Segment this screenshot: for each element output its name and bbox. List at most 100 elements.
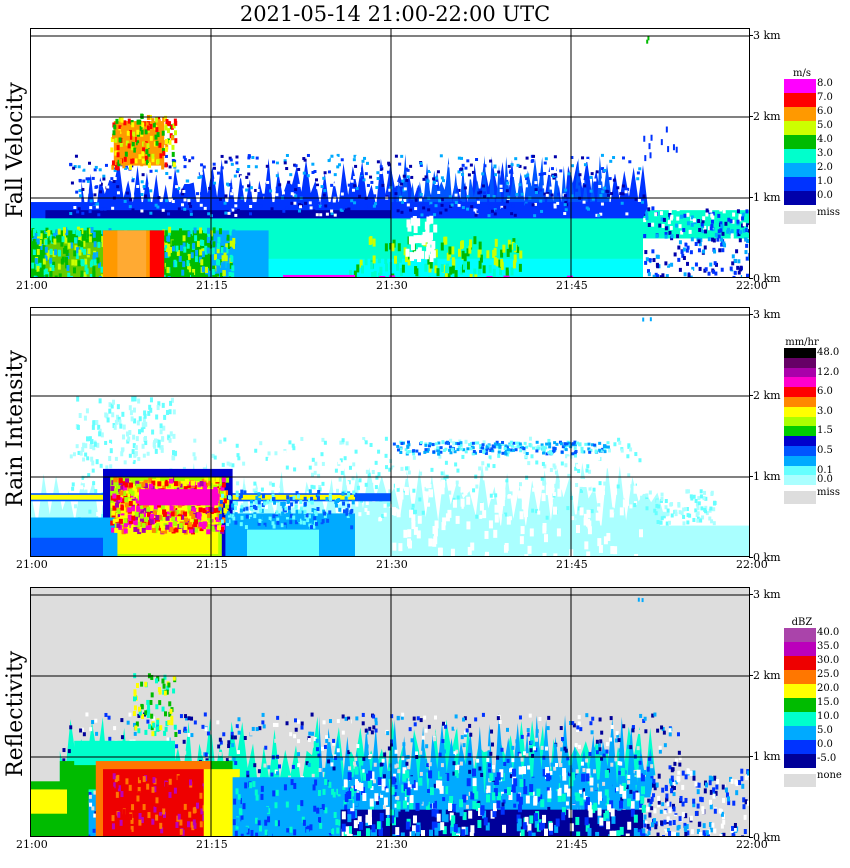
colorbar-unit: mm/hr: [785, 337, 819, 348]
x-tick-label: 22:00: [736, 279, 768, 292]
colorbar-swatch: [784, 107, 816, 121]
colorbar-swatch: [784, 712, 816, 726]
colorbar-missing-label: none: [817, 770, 842, 781]
colorbar-label: 0.1: [817, 464, 833, 476]
colorbar-missing-swatch: [784, 774, 816, 787]
colorbar-label: 3.0: [817, 148, 833, 159]
y-tick-label: 0 km: [753, 831, 781, 844]
colorbar-swatch: [784, 684, 816, 698]
x-tick-label: 21:30: [376, 838, 408, 851]
colorbar-swatch: [784, 740, 816, 754]
heatmap-field: [31, 597, 749, 836]
y-tick-mark: [749, 197, 753, 198]
y-tick-mark: [749, 837, 753, 838]
colorbar-swatch: [784, 628, 816, 642]
plot-area-0: [30, 28, 750, 278]
colorbar-label: 48.0: [817, 347, 840, 358]
colorbar-swatch: [784, 446, 816, 456]
colorbar-label: 2.0: [817, 162, 833, 173]
x-tick-label: 21:15: [196, 279, 228, 292]
y-tick-label: 2 km: [753, 389, 781, 402]
colorbar-swatch: [784, 397, 816, 407]
y-tick-label: 3 km: [753, 29, 781, 42]
y-tick-label: 0 km: [753, 551, 781, 564]
colorbar-unit: dBZ: [791, 617, 813, 628]
heatmap-2: [31, 588, 749, 836]
colorbar-label: 0.5: [817, 445, 833, 456]
heatmap-field: [31, 317, 749, 556]
y-tick-label: 0 km: [753, 272, 781, 285]
colorbar-swatch: [784, 726, 816, 740]
y-tick-mark: [749, 314, 753, 315]
colorbar-swatch: [784, 455, 816, 466]
colorbar-label: 5.0: [817, 120, 833, 131]
colorbar-label: -5.0: [817, 753, 837, 764]
y-tick-label: 3 km: [753, 588, 781, 601]
colorbar-label: 20.0: [817, 683, 840, 694]
x-tick-label: 21:00: [16, 558, 48, 571]
colorbar-swatch: [784, 406, 816, 417]
colorbar-label: 0.0: [817, 190, 833, 201]
colorbar-swatch: [784, 357, 816, 368]
y-tick-mark: [749, 756, 753, 757]
y-tick-mark: [749, 395, 753, 396]
y-tick-label: 1 km: [753, 750, 781, 763]
colorbar-swatch: [784, 367, 816, 378]
colorbar-swatch: [784, 698, 816, 712]
colorbar-swatch: [784, 465, 816, 476]
colorbar-swatch: [784, 426, 816, 437]
colorbar-label: 25.0: [817, 669, 840, 680]
x-tick-label: 21:45: [556, 838, 588, 851]
x-tick-label: 21:45: [556, 279, 588, 292]
colorbar-missing-swatch: [784, 211, 816, 224]
colorbar-label: 35.0: [817, 641, 840, 652]
colorbar-label: 4.0: [817, 134, 833, 145]
colorbar-swatch: [784, 642, 816, 656]
colorbar-missing-label: miss: [817, 207, 840, 218]
x-tick-label: 22:00: [736, 558, 768, 571]
y-axis-label: Reflectivity: [3, 650, 28, 777]
y-tick-label: 1 km: [753, 470, 781, 483]
y-tick-label: 2 km: [753, 110, 781, 123]
y-tick-mark: [749, 278, 753, 279]
colorbar-label: 8.0: [817, 78, 833, 89]
colorbar-label: 30.0: [817, 655, 840, 666]
colorbar-swatch: [784, 754, 816, 768]
plot-area-2: [30, 587, 750, 837]
y-tick-mark: [749, 35, 753, 36]
x-tick-label: 21:30: [376, 279, 408, 292]
colorbar-label: 12.0: [817, 366, 840, 378]
y-tick-mark: [749, 116, 753, 117]
colorbar-label: 0.0: [817, 739, 833, 750]
colorbar-swatch: [784, 121, 816, 135]
colorbar-label: 15.0: [817, 697, 840, 708]
heatmap-1: [31, 308, 749, 556]
colorbar-swatch: [784, 377, 816, 388]
colorbar-swatch: [784, 163, 816, 177]
colorbar-swatch: [784, 79, 816, 93]
y-tick-mark: [749, 557, 753, 558]
colorbar-label: 0.0: [817, 474, 833, 486]
colorbar-swatch: [784, 387, 816, 397]
colorbar-label: 6.0: [817, 386, 833, 398]
colorbar-swatch: [784, 670, 816, 684]
x-tick-label: 21:45: [556, 558, 588, 571]
colorbar-swatch: [784, 135, 816, 149]
colorbar-missing-swatch: [784, 491, 816, 505]
colorbar-label: 6.0: [817, 106, 833, 117]
colorbar-unit: m/s: [793, 68, 811, 79]
x-tick-label: 21:00: [16, 279, 48, 292]
y-tick-label: 2 km: [753, 669, 781, 682]
colorbar-swatch: [784, 93, 816, 107]
y-axis-label: Rain Intensity: [3, 350, 28, 507]
colorbar-missing-label: miss: [817, 487, 840, 499]
y-tick-label: 3 km: [753, 308, 781, 321]
colorbar-swatch: [784, 177, 816, 191]
x-tick-label: 21:30: [376, 558, 408, 571]
y-tick-mark: [749, 476, 753, 477]
page-title: 2021-05-14 21:00-22:00 UTC: [239, 2, 551, 26]
x-tick-label: 22:00: [736, 838, 768, 851]
colorbar-label: 40.0: [817, 627, 840, 638]
y-tick-mark: [749, 675, 753, 676]
colorbar-label: 1.0: [817, 176, 833, 187]
